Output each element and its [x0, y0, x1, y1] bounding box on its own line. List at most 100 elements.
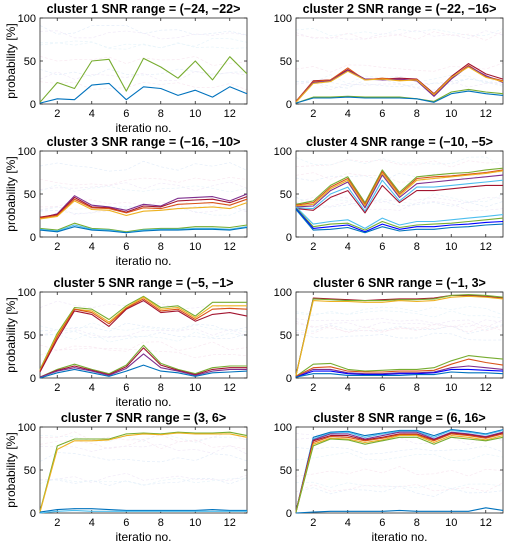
x-tick-label: 4 [345, 517, 351, 529]
series-line [39, 432, 248, 513]
x-tick-label: 4 [345, 382, 351, 394]
series-line [295, 179, 504, 212]
background-traces [295, 27, 504, 91]
background-trace [295, 451, 504, 461]
y-tick-label: 100 [274, 13, 292, 25]
series-line [295, 295, 504, 376]
x-tick-label: 12 [224, 108, 236, 120]
x-tick-label: 4 [89, 517, 95, 529]
chart-title: cluster 6 SNR range = (−1, 3> [313, 276, 486, 290]
series-line [39, 82, 248, 104]
background-trace [39, 55, 248, 66]
x-tick-label: 2 [54, 241, 60, 253]
x-tick-label: 8 [414, 382, 420, 394]
axes-box [295, 291, 504, 379]
background-trace [295, 324, 504, 335]
series-line [295, 206, 504, 229]
x-tick-label: 6 [379, 382, 385, 394]
y-tick-label: 0 [286, 508, 292, 520]
axes-box [39, 17, 248, 105]
background-trace [295, 310, 504, 319]
y-axis-label: probability [%] [4, 156, 18, 231]
y-axis-label: probability [%] [4, 297, 18, 372]
background-trace [295, 193, 504, 205]
x-tick-label: 12 [480, 108, 492, 120]
x-axis-label: iteratio no. [115, 530, 171, 544]
background-trace [295, 156, 504, 168]
background-trace [39, 472, 248, 484]
background-trace [39, 177, 248, 186]
x-tick-label: 8 [158, 382, 164, 394]
series-line [295, 64, 504, 102]
y-axis-label: probability [%] [4, 23, 18, 98]
chart-panel-8: 2 4 6 8 10 12 0 50 100 cluster 8 SNR range = (6, … [274, 411, 504, 544]
x-tick-label: 6 [123, 382, 129, 394]
y-tick-label: 50 [24, 465, 36, 477]
background-trace [39, 330, 248, 340]
background-trace [295, 29, 504, 40]
chart-title: cluster 3 SNR range = (−16, −10> [47, 135, 241, 149]
x-tick-label: 12 [480, 241, 492, 253]
series-line [39, 347, 247, 378]
series-line [39, 509, 247, 514]
background-trace [295, 195, 504, 205]
series-line [295, 432, 504, 512]
series-line [39, 353, 247, 378]
x-tick-label: 4 [345, 108, 351, 120]
y-tick-label: 0 [286, 373, 292, 385]
y-tick-label: 100 [18, 13, 36, 25]
series-line [295, 294, 504, 376]
series-line [39, 295, 247, 370]
series-line [39, 198, 248, 219]
x-tick-label: 2 [54, 108, 60, 120]
x-tick-label: 2 [310, 241, 316, 253]
background-trace [39, 30, 248, 40]
series-line [295, 170, 504, 207]
x-tick-label: 10 [445, 517, 457, 529]
x-axis-label: iteratio no. [115, 395, 171, 409]
x-axis-label: iteratio no. [115, 121, 171, 135]
chart-title: cluster 4 SNR range = (−10, −5> [306, 135, 493, 149]
background-trace [295, 74, 504, 85]
background-trace [295, 466, 504, 477]
series-line [39, 224, 248, 234]
background-trace [295, 482, 504, 493]
y-tick-label: 100 [274, 422, 292, 434]
series-line [39, 200, 248, 220]
series-line [39, 344, 247, 378]
series-line [295, 358, 504, 377]
x-tick-label: 10 [445, 382, 457, 394]
background-trace [295, 171, 504, 182]
x-tick-label: 12 [224, 241, 236, 253]
x-tick-label: 6 [123, 108, 129, 120]
background-trace [39, 452, 248, 463]
background-trace [39, 38, 248, 49]
series-line [39, 226, 248, 234]
x-tick-label: 4 [345, 241, 351, 253]
background-trace [39, 322, 248, 332]
series-line [295, 65, 504, 103]
series-line [295, 436, 504, 513]
series-line [39, 431, 248, 512]
y-tick-label: 0 [286, 232, 292, 244]
background-trace [39, 477, 248, 486]
series-line [295, 371, 504, 378]
series-line [295, 209, 504, 234]
series-line [39, 196, 248, 218]
x-tick-label: 4 [89, 382, 95, 394]
x-tick-label: 12 [480, 517, 492, 529]
series-line [295, 88, 504, 104]
x-tick-label: 10 [445, 241, 457, 253]
background-trace [295, 31, 504, 41]
x-tick-label: 8 [414, 517, 420, 529]
background-trace [295, 481, 504, 490]
background-trace [39, 328, 248, 338]
y-tick-label: 100 [274, 146, 292, 158]
x-tick-label: 2 [54, 517, 60, 529]
series-line [39, 193, 248, 219]
x-tick-label: 10 [189, 108, 201, 120]
series-line [295, 355, 504, 377]
y-tick-label: 0 [286, 99, 292, 111]
chart-title: cluster 5 SNR range = (−5, −1> [54, 276, 234, 290]
background-trace [39, 431, 248, 442]
